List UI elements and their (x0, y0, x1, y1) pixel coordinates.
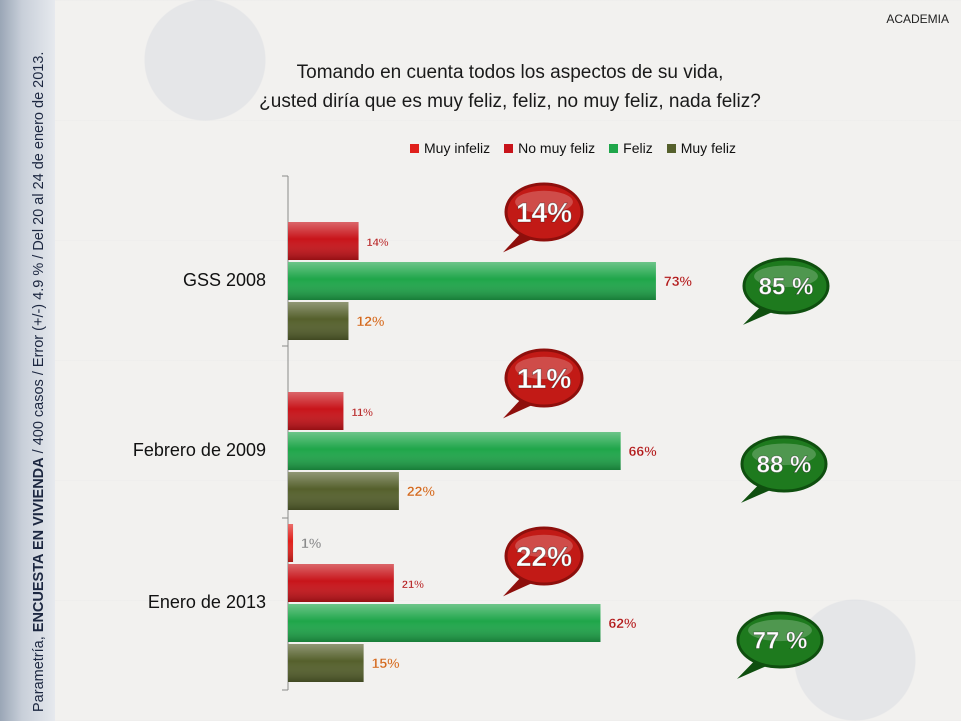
bubble-label: 77 % (753, 628, 808, 655)
bar-shine (288, 222, 359, 260)
bubble-label: 14% (516, 197, 572, 228)
data-label: 21% (402, 579, 424, 591)
bar-shine (288, 302, 349, 340)
bubble-label: 22% (516, 541, 572, 572)
happy-total-bubble: 77 % (736, 611, 824, 679)
happy-total-bubble: 88 % (740, 435, 828, 503)
bubble-label: 88 % (757, 452, 812, 479)
chart-legend: Muy infeliz No muy feliz Feliz Muy feliz (410, 140, 736, 156)
legend-swatch (410, 143, 419, 153)
data-label: 62% (608, 615, 637, 631)
category-label: Febrero de 2009 (133, 440, 266, 460)
data-label: 15% (372, 655, 401, 671)
bubble-shape (504, 526, 584, 586)
data-label: 73% (664, 273, 693, 289)
bar-shine (288, 432, 621, 470)
legend-item: No muy feliz (504, 140, 595, 156)
data-label: 66% (629, 443, 658, 459)
data-label: 11% (351, 407, 373, 419)
bar-shine (288, 524, 294, 562)
background-watermark (55, 0, 961, 721)
bubble-shape (740, 435, 828, 493)
data-label: 14% (367, 237, 389, 249)
unhappy-total-bubble: 22% (503, 526, 584, 597)
bubble-label: 85 % (759, 274, 814, 301)
category-label: GSS 2008 (183, 270, 266, 290)
bar-shine (288, 564, 394, 602)
unhappy-total-bubble: 14% (503, 182, 584, 253)
legend-item: Muy feliz (666, 140, 736, 156)
chart-title-line-2: ¿usted diría que es muy feliz, feliz, no… (259, 91, 761, 112)
legend-label: Muy feliz (680, 140, 736, 156)
legend-item: Muy infeliz (410, 140, 490, 156)
legend-label: Feliz (623, 140, 653, 156)
bubble-shape (742, 257, 830, 315)
data-label: 22% (407, 483, 436, 499)
bubble-highlight (754, 265, 818, 288)
bubble-shape (504, 182, 584, 242)
bubble-shape (504, 348, 584, 408)
bar-shine (288, 472, 399, 510)
legend-item: Feliz (609, 140, 653, 156)
happy-total-bubble: 85 % (742, 257, 830, 325)
bubble-highlight (515, 534, 573, 558)
bar-shine (288, 262, 656, 300)
data-label: 1% (301, 535, 322, 551)
category-label: Enero de 2013 (148, 592, 266, 612)
legend-label: No muy feliz (518, 140, 596, 156)
legend-swatch (504, 143, 514, 153)
bar-shine (288, 604, 601, 642)
bar-shine (288, 392, 344, 430)
bubble-highlight (515, 356, 573, 380)
legend-swatch (609, 143, 619, 153)
bar-shine (288, 644, 364, 682)
bubble-highlight (748, 619, 812, 642)
bubble-label: 11% (517, 363, 572, 394)
legend-label: Muy infeliz (424, 140, 491, 156)
side-strip (0, 0, 55, 721)
data-label: 12% (356, 313, 385, 329)
unhappy-total-bubble: 11% (503, 348, 584, 419)
bubble-highlight (515, 190, 573, 214)
chart-title-line-1: Tomando en cuenta todos los aspectos de … (296, 62, 724, 83)
bubble-shape (736, 611, 824, 669)
bubble-highlight (752, 443, 816, 466)
academia-label: ACADEMIA (886, 12, 949, 26)
legend-swatch (666, 143, 676, 153)
chart-title: Tomando en cuenta todos los aspectos de … (200, 58, 820, 116)
